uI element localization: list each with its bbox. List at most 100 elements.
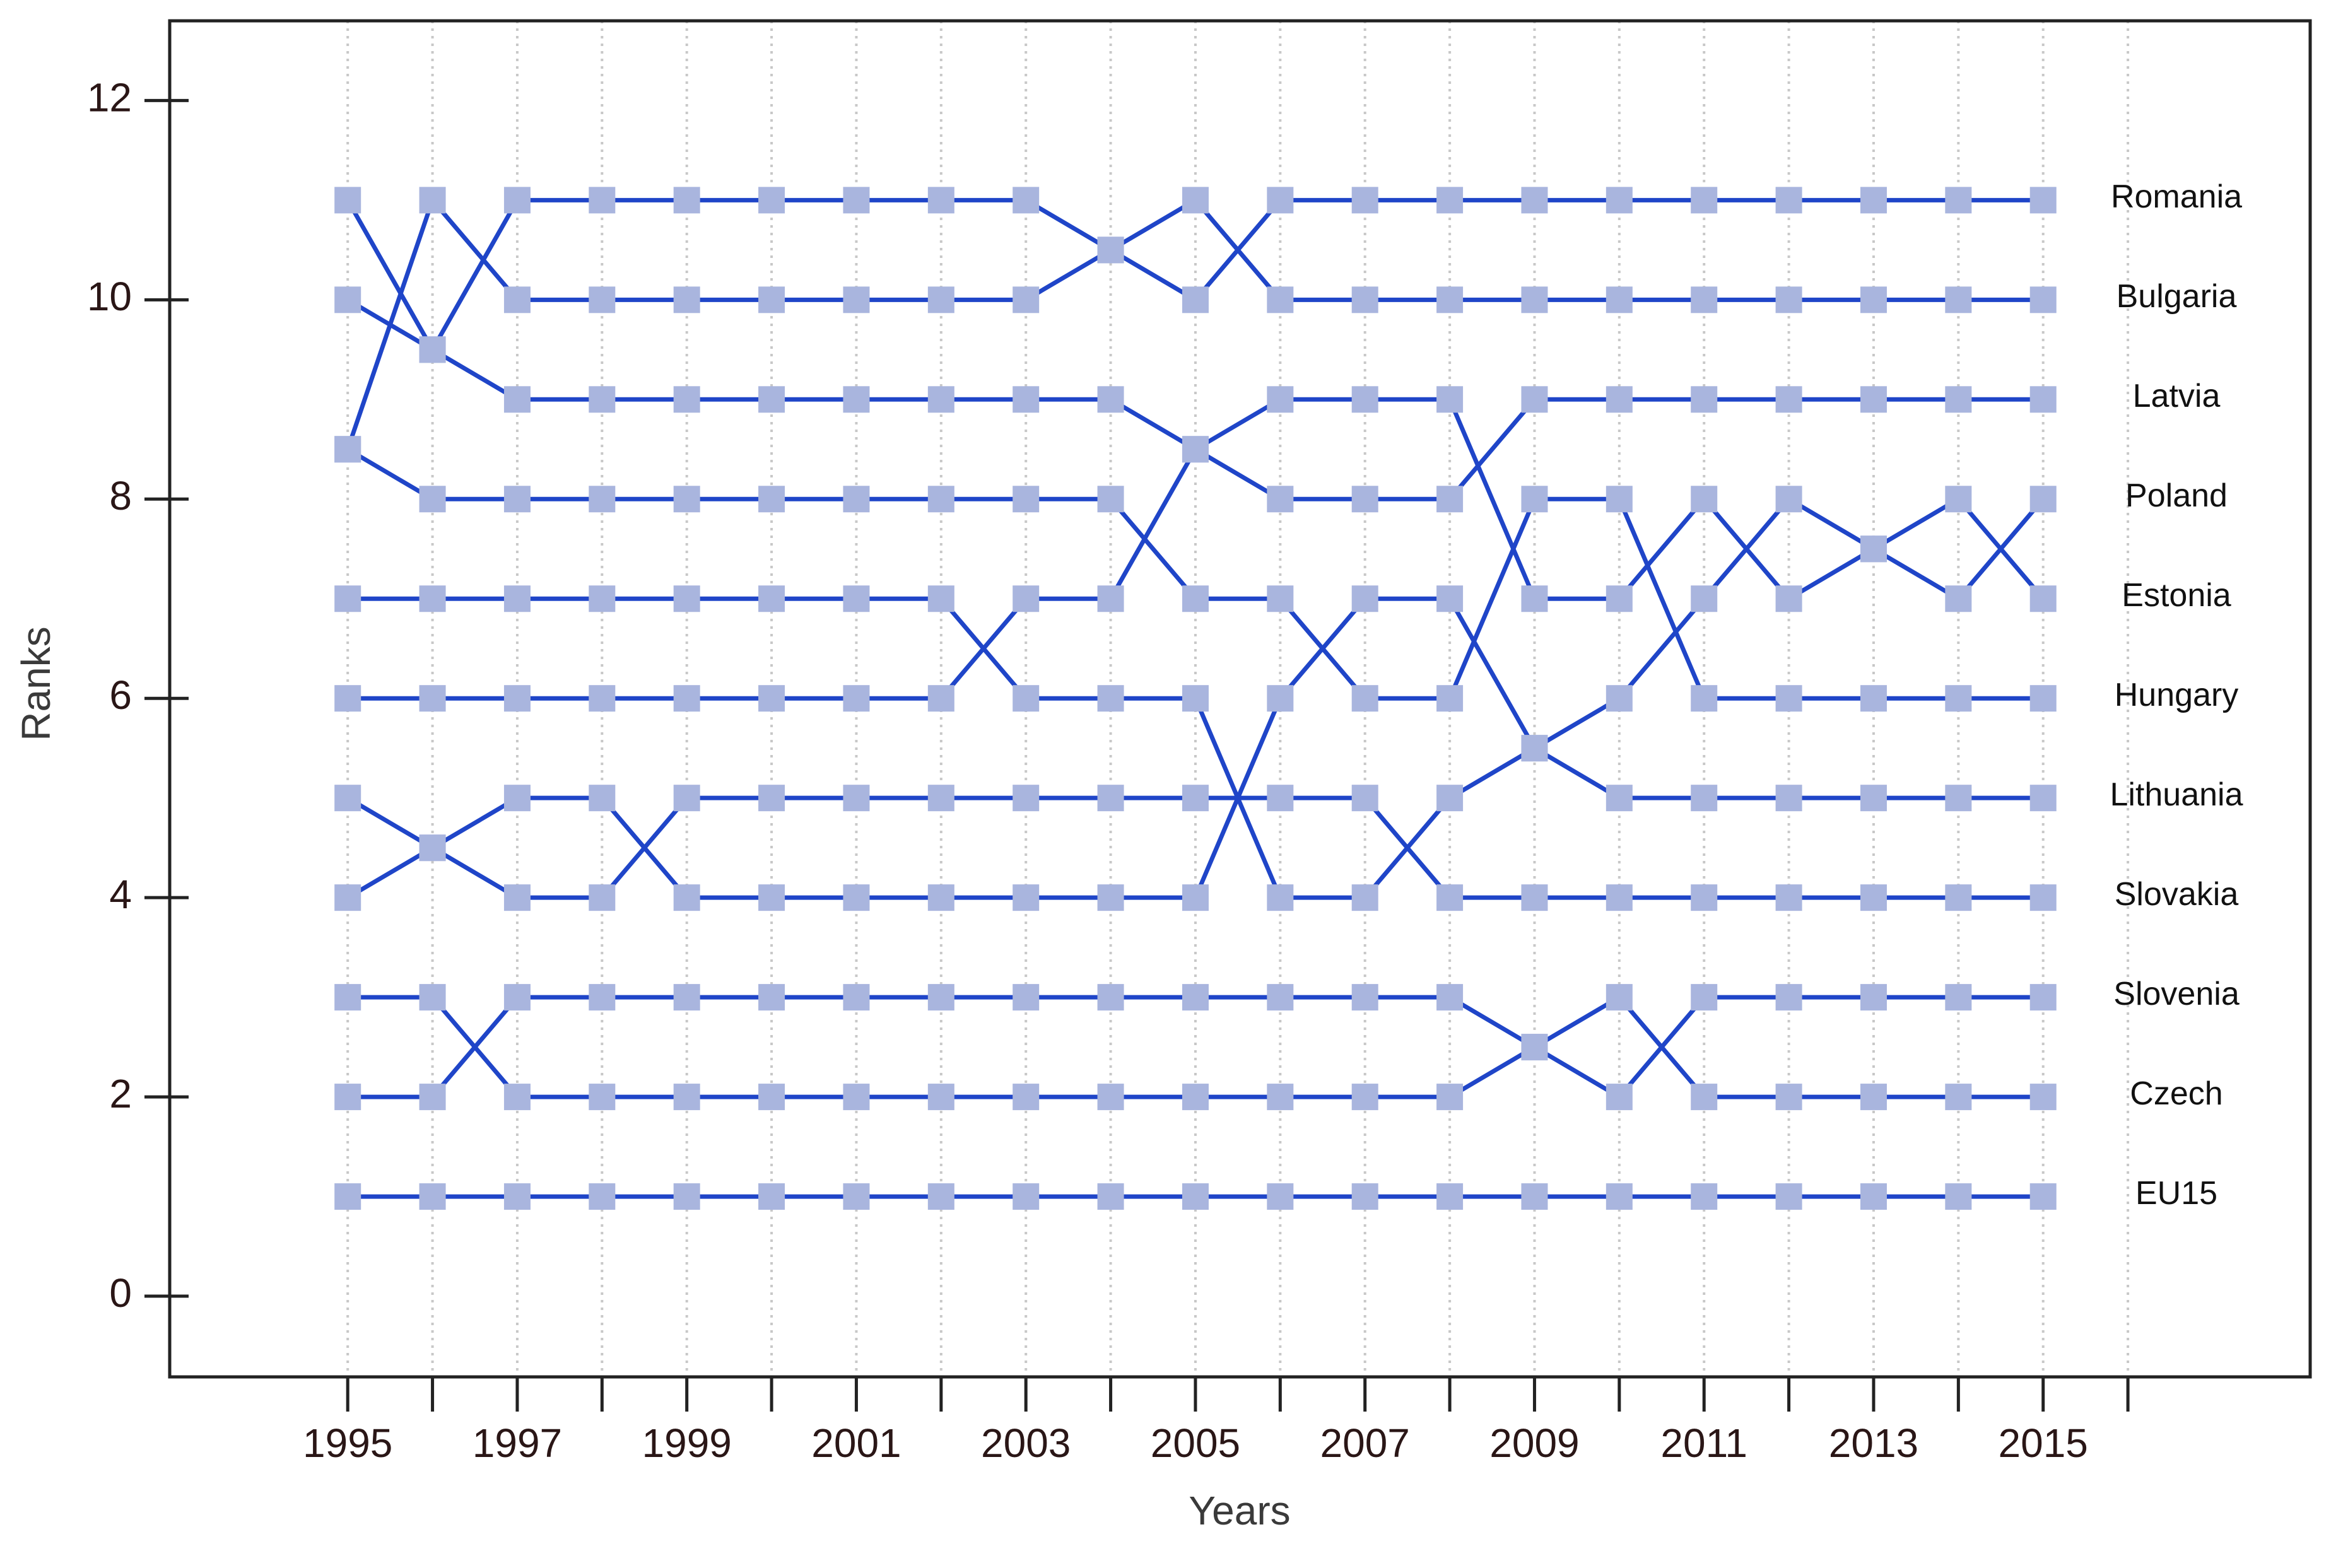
marker <box>927 585 954 612</box>
marker <box>503 884 531 911</box>
marker <box>758 286 785 313</box>
marker <box>1945 486 1972 513</box>
marker <box>589 884 616 911</box>
marker <box>1691 486 1718 513</box>
marker <box>1436 585 1464 612</box>
marker <box>927 884 954 911</box>
x-tick-label: 2013 <box>1829 1420 1918 1466</box>
marker <box>1267 1084 1294 1111</box>
series-label: Hungary <box>2115 677 2239 713</box>
marker <box>1013 984 1040 1011</box>
marker <box>1351 685 1378 712</box>
marker <box>1097 884 1124 911</box>
marker <box>1945 984 1972 1011</box>
marker <box>1945 187 1972 214</box>
marker <box>1945 685 1972 712</box>
marker <box>2029 1183 2057 1210</box>
marker <box>1945 1084 1972 1111</box>
x-tick-label: 2007 <box>1320 1420 1410 1466</box>
y-tick-label: 0 <box>109 1270 132 1316</box>
marker <box>1097 984 1124 1011</box>
marker <box>758 785 785 812</box>
marker <box>1097 685 1124 712</box>
marker <box>1351 286 1378 313</box>
x-tick-label: 2003 <box>981 1420 1071 1466</box>
marker <box>589 785 616 812</box>
marker <box>503 585 531 612</box>
marker <box>758 486 785 513</box>
marker <box>2029 1084 2057 1111</box>
plot-frame <box>168 19 2312 1379</box>
marker <box>1097 386 1124 413</box>
marker <box>1775 187 1802 214</box>
marker <box>1521 187 1548 214</box>
marker <box>1691 785 1718 812</box>
marker <box>673 984 700 1011</box>
marker <box>589 685 616 712</box>
marker <box>1182 1183 1209 1210</box>
marker <box>1860 535 1887 563</box>
series-label: EU15 <box>2135 1175 2217 1212</box>
marker <box>673 187 700 214</box>
marker <box>1013 785 1040 812</box>
marker <box>1013 1084 1040 1111</box>
marker <box>843 187 870 214</box>
marker <box>843 1084 870 1111</box>
marker <box>1351 884 1378 911</box>
marker <box>1013 884 1040 911</box>
marker <box>1775 1084 1802 1111</box>
marker <box>673 884 700 911</box>
marker <box>1606 1084 1633 1111</box>
series-label: Slovenia <box>2113 976 2240 1012</box>
marker <box>1267 187 1294 214</box>
marker <box>927 286 954 313</box>
x-tick-label: 1997 <box>473 1420 562 1466</box>
marker <box>1521 286 1548 313</box>
marker <box>1351 486 1378 513</box>
marker <box>1182 685 1209 712</box>
marker <box>1436 187 1464 214</box>
marker <box>843 685 870 712</box>
marker <box>1351 386 1378 413</box>
marker <box>1691 884 1718 911</box>
series-line <box>346 197 2043 352</box>
marker <box>419 685 446 712</box>
marker <box>1521 884 1548 911</box>
marker <box>673 685 700 712</box>
series-label: Bulgaria <box>2117 278 2237 315</box>
marker <box>1691 286 1718 313</box>
marker <box>2029 785 2057 812</box>
marker <box>1182 785 1209 812</box>
marker <box>419 1084 446 1111</box>
marker <box>1013 286 1040 313</box>
marker <box>1013 187 1040 214</box>
marker <box>1097 585 1124 612</box>
marker <box>1860 884 1887 911</box>
marker <box>1182 585 1209 612</box>
marker <box>1691 685 1718 712</box>
y-tick-label: 4 <box>109 872 132 917</box>
marker <box>673 286 700 313</box>
marker <box>1351 585 1378 612</box>
marker <box>1182 1084 1209 1111</box>
marker <box>1606 486 1633 513</box>
marker <box>1267 1183 1294 1210</box>
marker <box>1945 884 1972 911</box>
marker <box>1775 1183 1802 1210</box>
marker <box>1606 585 1633 612</box>
marker <box>1860 984 1887 1011</box>
marker <box>1521 1183 1548 1210</box>
marker <box>419 336 446 363</box>
marker <box>1267 286 1294 313</box>
marker <box>1606 1183 1633 1210</box>
marker <box>334 884 361 911</box>
marker <box>334 286 361 313</box>
marker <box>1436 286 1464 313</box>
x-tick-label: 1999 <box>642 1420 732 1466</box>
marker <box>673 386 700 413</box>
y-tick-label: 10 <box>87 274 132 319</box>
marker <box>419 585 446 612</box>
marker <box>1606 286 1633 313</box>
marker <box>758 1183 785 1210</box>
marker <box>843 486 870 513</box>
